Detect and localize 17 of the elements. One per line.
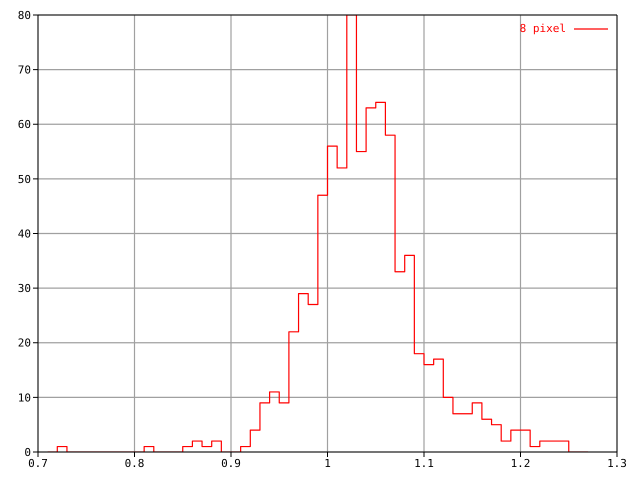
y-tick-label: 10 [18, 391, 31, 404]
legend-label: 8 pixel [520, 22, 566, 35]
y-tick-label: 0 [24, 446, 31, 459]
y-tick-label: 70 [18, 64, 31, 77]
x-tick-label: 0.9 [221, 456, 241, 470]
x-tick-label: 1.1 [414, 456, 434, 470]
y-tick-label: 80 [18, 8, 31, 22]
y-tick-label: 30 [18, 282, 31, 296]
y-tick-label: 20 [18, 336, 31, 350]
y-tick-label: 60 [18, 118, 31, 132]
x-tick-label: 1.3 [607, 456, 627, 470]
x-tick-label: 0.8 [124, 456, 144, 470]
y-tick-label: 40 [18, 227, 31, 240]
x-tick-label: 1 [324, 456, 331, 470]
y-tick-label: 50 [18, 172, 31, 186]
x-tick-label: 1.2 [510, 456, 530, 470]
x-tick-label: 0.7 [28, 456, 48, 470]
